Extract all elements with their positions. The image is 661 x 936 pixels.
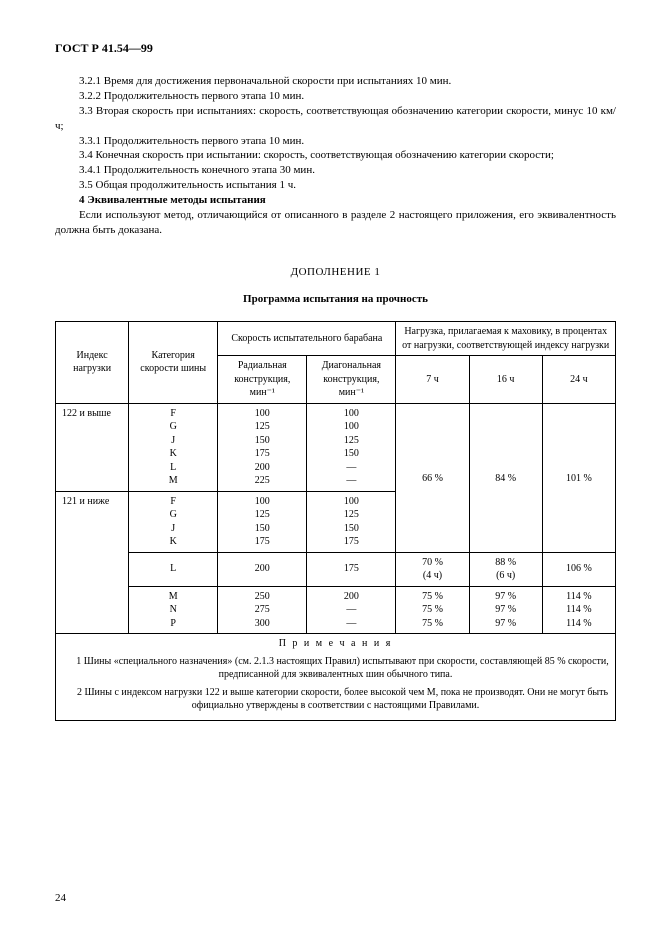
th-index: Индекс нагрузки: [56, 322, 129, 404]
cell-diagonal: 100 125 150 175: [307, 491, 396, 552]
th-7h: 7 ч: [396, 356, 469, 404]
cell-diagonal: 175: [307, 552, 396, 586]
th-drum-speed: Скорость испытательного барабана: [218, 322, 396, 356]
cell-radial: 250 275 300: [218, 586, 307, 634]
cell-diagonal: 100 100 125 150 — —: [307, 403, 396, 491]
test-program-table: Индекс нагрузки Категория скорости шины …: [55, 321, 616, 721]
para-3-2-1: 3.2.1 Время для достижения первоначально…: [55, 74, 616, 89]
cell-load7: 66 %: [396, 403, 469, 491]
cell-empty: [542, 491, 615, 552]
para-3-5: 3.5 Общая продолжительность испытания 1 …: [55, 178, 616, 193]
notes-label: П р и м е ч а н и я: [60, 637, 611, 651]
th-24h: 24 ч: [542, 356, 615, 404]
notes-cell: П р и м е ч а н и я 1 Шины «специального…: [56, 634, 616, 721]
section-4-label: 4 Эквивалентные методы испытания: [55, 193, 616, 208]
para-3-4-1: 3.4.1 Продолжительность конечного этапа …: [55, 163, 616, 178]
cell-load16: 97 % 97 % 97 %: [469, 586, 542, 634]
note-1: 1 Шины «специального назначения» (см. 2.…: [60, 655, 611, 682]
cell-load24: 106 %: [542, 552, 615, 586]
cell-cats: F G J K L M: [129, 403, 218, 491]
section-4-text: Если используют метод, отличающийся от о…: [55, 208, 616, 238]
cell-radial: 100 125 150 175 200 225: [218, 403, 307, 491]
cell-load7: 70 % (4 ч): [396, 552, 469, 586]
cell-empty: [56, 552, 129, 586]
para-3-3-1: 3.3.1 Продолжительность первого этапа 10…: [55, 134, 616, 149]
table-row: L 200 175 70 % (4 ч) 88 % (6 ч) 106 %: [56, 552, 616, 586]
cell-cats: F G J K: [129, 491, 218, 552]
th-16h: 16 ч: [469, 356, 542, 404]
cell-diagonal: 200 — —: [307, 586, 396, 634]
cell-load16: 88 % (6 ч): [469, 552, 542, 586]
cell-load24: 114 % 114 % 114 %: [542, 586, 615, 634]
cell-cats: M N P: [129, 586, 218, 634]
table-row: 121 и ниже F G J K 100 125 150 175: [56, 491, 616, 552]
notes-row: П р и м е ч а н и я 1 Шины «специального…: [56, 634, 616, 721]
table-title: Программа испытания на прочность: [55, 292, 616, 307]
table-row: M N P 250 275 300 200 — —: [56, 586, 616, 634]
page-number: 24: [55, 891, 66, 906]
cell-index: 122 и выше: [56, 403, 129, 491]
para-3-4: 3.4 Конечная скорость при испытании: ско…: [55, 148, 616, 163]
th-load: Нагрузка, прилагаемая к маховику, в проц…: [396, 322, 616, 356]
cell-load24: 101 %: [542, 403, 615, 491]
cell-cat: L: [129, 552, 218, 586]
cell-radial: 100 125 150 175: [218, 491, 307, 552]
cell-empty: [396, 491, 469, 552]
note-2: 2 Шины с индексом нагрузки 122 и выше ка…: [60, 686, 611, 713]
th-category: Категория скорости шины: [129, 322, 218, 404]
para-3-2-2: 3.2.2 Продолжительность первого этапа 10…: [55, 89, 616, 104]
th-radial: Радиальная конструкция, мин⁻¹: [218, 356, 307, 404]
cell-load7: 75 % 75 % 75 %: [396, 586, 469, 634]
cell-empty: [469, 491, 542, 552]
supplement-title: ДОПОЛНЕНИЕ 1: [55, 265, 616, 280]
cell-load16: 84 %: [469, 403, 542, 491]
cell-index: 121 и ниже: [56, 491, 129, 552]
cell-empty: [56, 586, 129, 634]
para-3-3: 3.3 Вторая скорость при испытаниях: скор…: [55, 104, 616, 134]
th-diagonal: Диагональная конструкция, мин⁻¹: [307, 356, 396, 404]
doc-header: ГОСТ Р 41.54—99: [55, 40, 616, 56]
table-row: 122 и выше F G J K L M 100 125 150 175 2…: [56, 403, 616, 491]
cell-radial: 200: [218, 552, 307, 586]
